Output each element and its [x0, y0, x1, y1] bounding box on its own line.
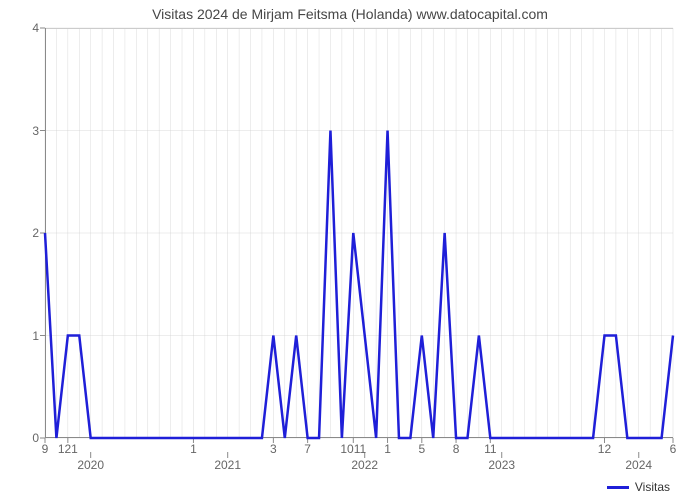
xtick-month-label: 1 — [190, 442, 197, 456]
ytick-label: 3 — [19, 124, 39, 138]
xtick-year-label: 2021 — [214, 458, 241, 472]
xtick-month-label: 1 — [384, 442, 391, 456]
ytick-label: 1 — [19, 329, 39, 343]
xtick-month-label: 9 — [42, 442, 49, 456]
chart-svg — [45, 28, 673, 438]
xtick-month-label: 12 — [598, 442, 611, 456]
xtick-month-label: 3 — [270, 442, 277, 456]
xtick-month-label: 1011 — [340, 442, 366, 456]
xtick-month-label: 6 — [670, 442, 677, 456]
xtick-year-label: 2022 — [351, 458, 378, 472]
xtick-month-label: 7 — [304, 442, 311, 456]
ytick-label: 4 — [19, 21, 39, 35]
legend: Visitas — [607, 480, 670, 494]
ytick-label: 2 — [19, 226, 39, 240]
xtick-month-label: 5 — [418, 442, 425, 456]
chart-plot — [45, 28, 673, 438]
xtick-year-label: 2023 — [488, 458, 515, 472]
legend-label: Visitas — [635, 480, 670, 494]
ytick-label: 0 — [19, 431, 39, 445]
xtick-month-label: 121 — [58, 442, 78, 456]
xtick-month-label: 8 — [453, 442, 460, 456]
legend-swatch — [607, 486, 629, 489]
chart-title: Visitas 2024 de Mirjam Feitsma (Holanda)… — [0, 6, 700, 22]
xtick-month-label: 11 — [484, 442, 496, 456]
xtick-year-label: 2024 — [625, 458, 652, 472]
xtick-year-label: 2020 — [77, 458, 104, 472]
